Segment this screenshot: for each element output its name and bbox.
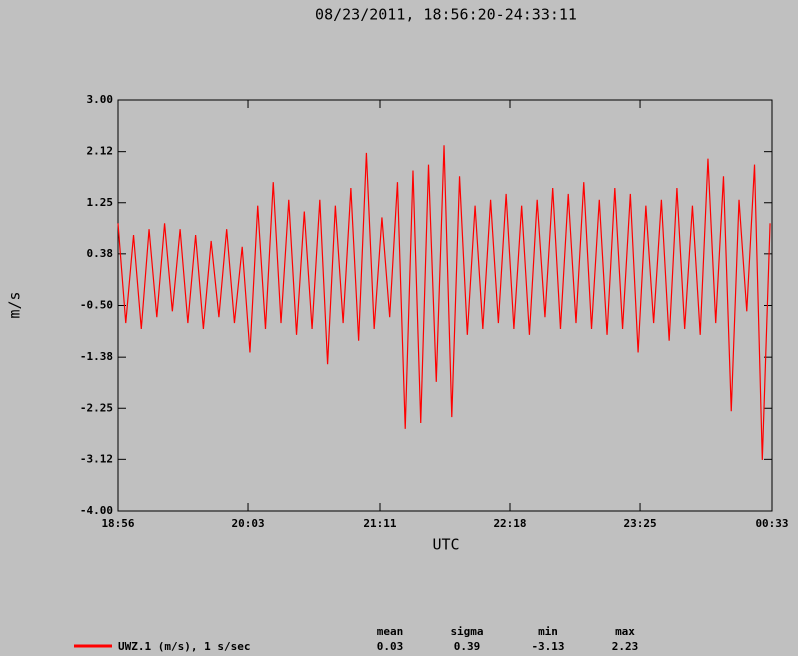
legend-label: UWZ.1 (m/s), 1 s/sec [118, 640, 250, 653]
x-tick-label: 00:33 [755, 517, 788, 530]
chart-title: 08/23/2011, 18:56:20-24:33:11 [315, 6, 577, 24]
stat-value: -3.13 [531, 640, 564, 653]
y-tick-label: -2.25 [80, 401, 113, 414]
stat-label: mean [377, 625, 404, 638]
y-tick-label: -0.50 [80, 299, 113, 312]
x-tick-label: 20:03 [231, 517, 264, 530]
y-tick-label: -1.38 [80, 350, 113, 363]
y-tick-label: 3.00 [87, 93, 114, 106]
y-tick-label: 1.25 [87, 196, 114, 209]
series-line [117, 145, 771, 460]
stat-label: max [615, 625, 635, 638]
x-tick-label: 22:18 [493, 517, 526, 530]
stat-value: 2.23 [612, 640, 639, 653]
y-axis-label: m/s [6, 291, 24, 318]
stat-label: sigma [450, 625, 483, 638]
y-tick-label: -3.12 [80, 452, 113, 465]
y-tick-label: -4.00 [80, 504, 113, 517]
stat-label: min [538, 625, 558, 638]
y-tick-label: 0.38 [87, 247, 114, 260]
stat-value: 0.03 [377, 640, 404, 653]
y-tick-label: 2.12 [87, 145, 114, 158]
x-tick-label: 21:11 [363, 517, 396, 530]
stat-value: 0.39 [454, 640, 481, 653]
x-tick-label: 23:25 [623, 517, 656, 530]
x-tick-label: 18:56 [101, 517, 134, 530]
x-axis-label: UTC [432, 536, 459, 554]
